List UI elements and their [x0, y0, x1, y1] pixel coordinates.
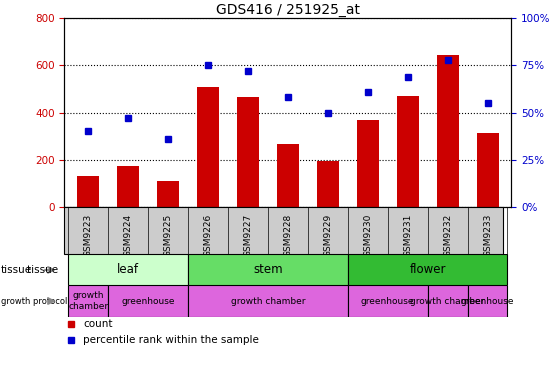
Bar [237, 97, 259, 207]
Text: GSM9232: GSM9232 [443, 214, 452, 257]
Text: GSM9226: GSM9226 [203, 214, 212, 257]
Bar [197, 87, 219, 207]
Bar [437, 55, 458, 207]
Bar [428, 285, 467, 317]
Text: leaf: leaf [117, 264, 139, 276]
Bar [348, 254, 508, 285]
Bar [277, 144, 299, 207]
Text: growth chamber: growth chamber [231, 296, 305, 306]
Text: GSM9223: GSM9223 [84, 214, 93, 257]
Text: tissue: tissue [1, 265, 32, 275]
Bar [157, 181, 179, 207]
Text: GSM9225: GSM9225 [164, 214, 173, 257]
Text: growth
chamber: growth chamber [68, 291, 108, 311]
Text: GSM9227: GSM9227 [244, 214, 253, 257]
Text: stem: stem [253, 264, 283, 276]
Text: greenhouse: greenhouse [461, 296, 514, 306]
Text: GSM9224: GSM9224 [124, 214, 132, 257]
Text: GSM9229: GSM9229 [323, 214, 332, 257]
Bar [68, 285, 108, 317]
Text: flower: flower [409, 264, 446, 276]
Text: percentile rank within the sample: percentile rank within the sample [83, 335, 259, 345]
Bar [357, 120, 379, 207]
Text: GSM9228: GSM9228 [283, 214, 292, 257]
Bar [188, 285, 348, 317]
Bar [108, 285, 188, 317]
Bar [68, 254, 188, 285]
Bar [467, 285, 508, 317]
Text: GSM9231: GSM9231 [403, 214, 412, 257]
Title: GDS416 / 251925_at: GDS416 / 251925_at [216, 3, 360, 17]
Bar [348, 285, 428, 317]
Bar [476, 132, 499, 207]
Text: greenhouse: greenhouse [361, 296, 414, 306]
Bar [188, 254, 348, 285]
Text: GSM9233: GSM9233 [483, 214, 492, 257]
Bar [77, 176, 100, 207]
Bar [117, 165, 139, 207]
Text: tissue: tissue [27, 265, 61, 275]
Text: growth chamber: growth chamber [410, 296, 485, 306]
Text: count: count [83, 320, 112, 329]
Bar [317, 161, 339, 207]
Text: GSM9230: GSM9230 [363, 214, 372, 257]
Text: greenhouse: greenhouse [121, 296, 175, 306]
Bar [397, 96, 419, 207]
Text: growth protocol: growth protocol [1, 296, 68, 306]
